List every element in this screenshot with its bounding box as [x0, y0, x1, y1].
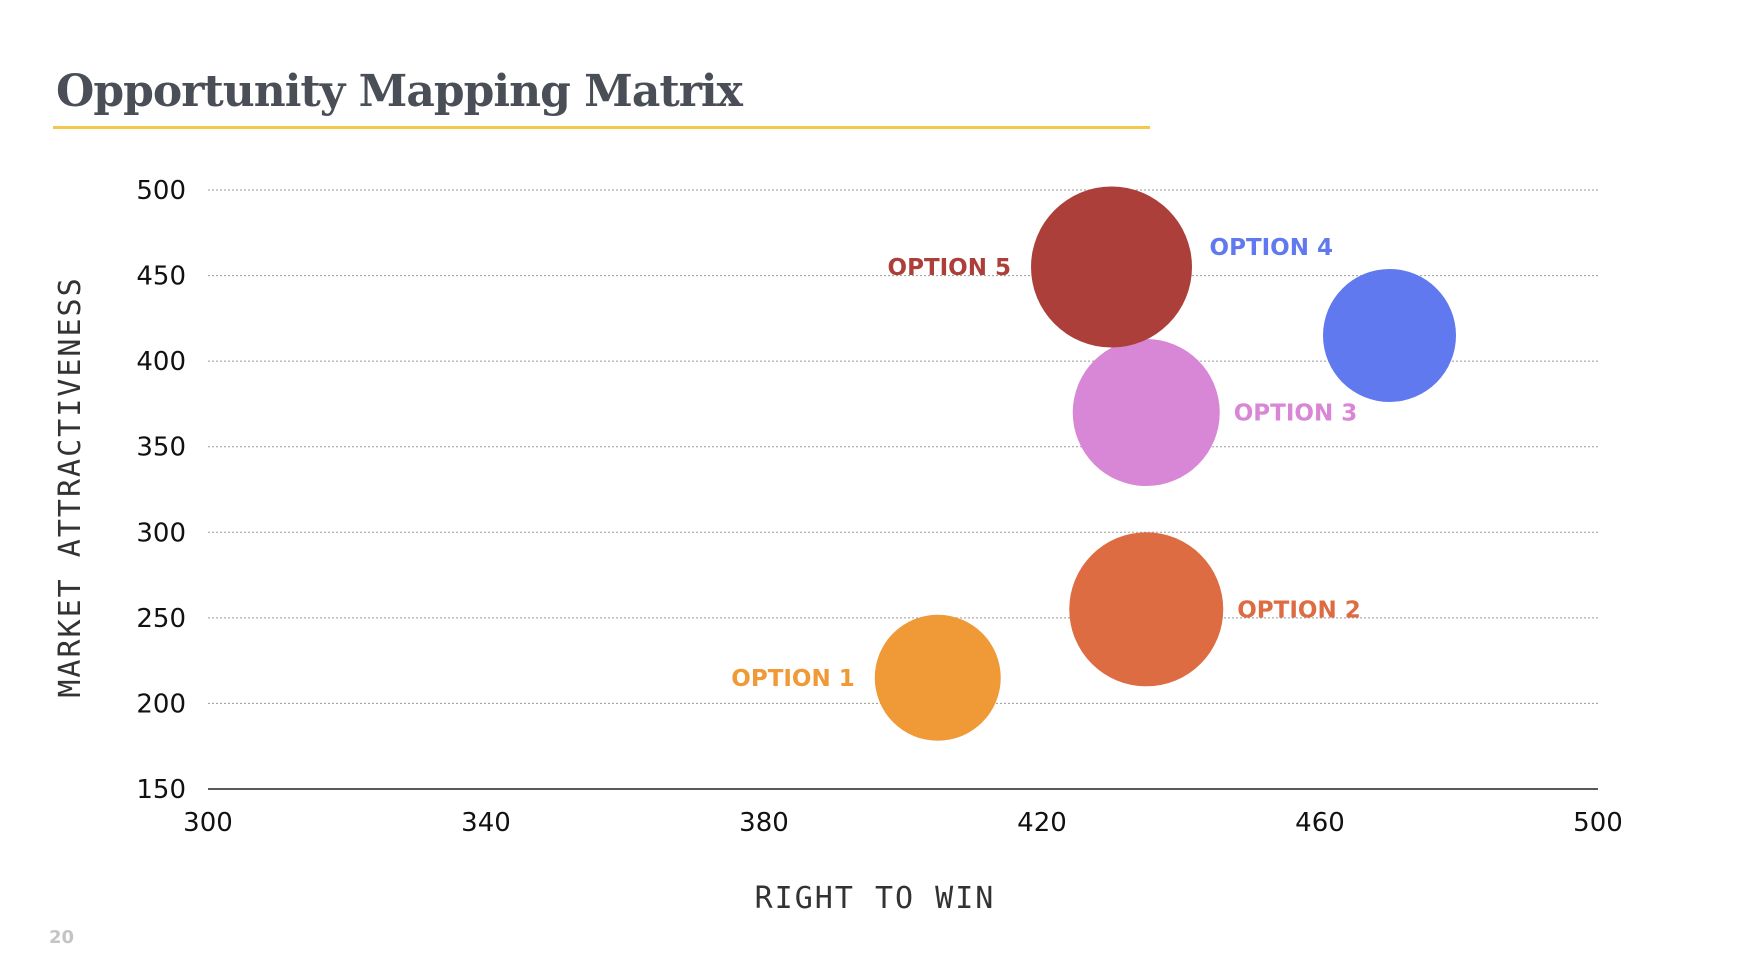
y-tick-label: 350 — [136, 433, 186, 463]
bubble-label: OPTION 2 — [1237, 597, 1360, 623]
bubble-option-2 — [1069, 532, 1224, 687]
bubble-option-3 — [1072, 338, 1220, 486]
y-tick-label: 150 — [136, 775, 186, 805]
x-tick-label: 500 — [1573, 808, 1623, 838]
y-tick-label: 450 — [136, 262, 186, 292]
bubble-option-1 — [874, 614, 1001, 741]
bubbles — [874, 186, 1456, 741]
axes: 150 200 250 300 350 400 450 500 300 340 380 420 460 5… — [136, 176, 1622, 838]
bubble-label: OPTION 1 — [731, 666, 854, 692]
bubble-label: OPTION 5 — [888, 255, 1011, 281]
page-number: 20 — [49, 927, 75, 948]
x-tick-label: 380 — [739, 808, 789, 838]
x-tick-label: 300 — [183, 808, 233, 838]
y-tick-label: 400 — [136, 347, 186, 377]
bubble-labels: OPTION 1 OPTION 2 OPTION 3 OPTION 4 OPTION 5 — [731, 235, 1360, 692]
slide-title: Opportunity Mapping Matrix — [56, 66, 743, 117]
bubble-option-5 — [1031, 186, 1192, 348]
y-tick-label: 500 — [136, 176, 186, 206]
y-tick-label: 200 — [136, 689, 186, 719]
bubble-option-4 — [1323, 268, 1456, 402]
x-tick-label: 340 — [461, 808, 511, 838]
x-axis-title: RIGHT TO WIN — [755, 881, 996, 916]
bubble-label: OPTION 3 — [1234, 400, 1357, 426]
x-tick-label: 460 — [1295, 808, 1345, 838]
y-axis-title: MARKET ATTRACTIVENESS — [53, 276, 88, 697]
bubble-label: OPTION 4 — [1210, 235, 1333, 261]
y-tick-label: 300 — [136, 518, 186, 548]
y-tick-label: 250 — [136, 604, 186, 634]
title-underline — [53, 126, 1150, 129]
x-tick-label: 420 — [1017, 808, 1067, 838]
